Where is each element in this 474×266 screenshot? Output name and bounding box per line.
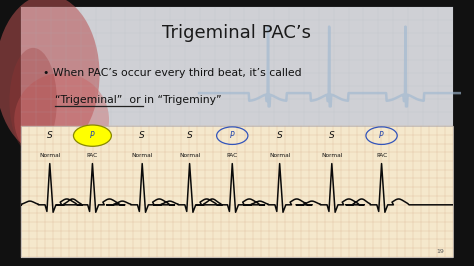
- FancyBboxPatch shape: [21, 126, 453, 257]
- Text: PAC: PAC: [376, 153, 387, 158]
- Ellipse shape: [14, 73, 109, 166]
- Text: S: S: [47, 131, 53, 140]
- Text: Normal: Normal: [131, 153, 153, 158]
- Ellipse shape: [9, 48, 57, 154]
- Text: Normal: Normal: [269, 153, 291, 158]
- Text: P: P: [90, 131, 95, 140]
- Text: 19: 19: [437, 249, 445, 254]
- Circle shape: [73, 125, 111, 146]
- Text: Trigeminal PAC’s: Trigeminal PAC’s: [163, 24, 311, 42]
- Text: • When PAC’s occur every third beat, it’s called: • When PAC’s occur every third beat, it’…: [43, 68, 301, 78]
- FancyBboxPatch shape: [21, 7, 453, 258]
- Text: “Trigeminal”  or in “Trigeminy”: “Trigeminal” or in “Trigeminy”: [55, 95, 221, 105]
- Text: P: P: [230, 131, 235, 140]
- Text: P: P: [379, 131, 384, 140]
- Text: S: S: [139, 131, 145, 140]
- Text: S: S: [187, 131, 192, 140]
- Text: S: S: [277, 131, 283, 140]
- Text: PAC: PAC: [227, 153, 238, 158]
- Text: Normal: Normal: [321, 153, 343, 158]
- Text: S: S: [329, 131, 335, 140]
- Ellipse shape: [0, 0, 100, 154]
- Text: PAC: PAC: [87, 153, 98, 158]
- Text: Normal: Normal: [39, 153, 61, 158]
- Text: Normal: Normal: [179, 153, 201, 158]
